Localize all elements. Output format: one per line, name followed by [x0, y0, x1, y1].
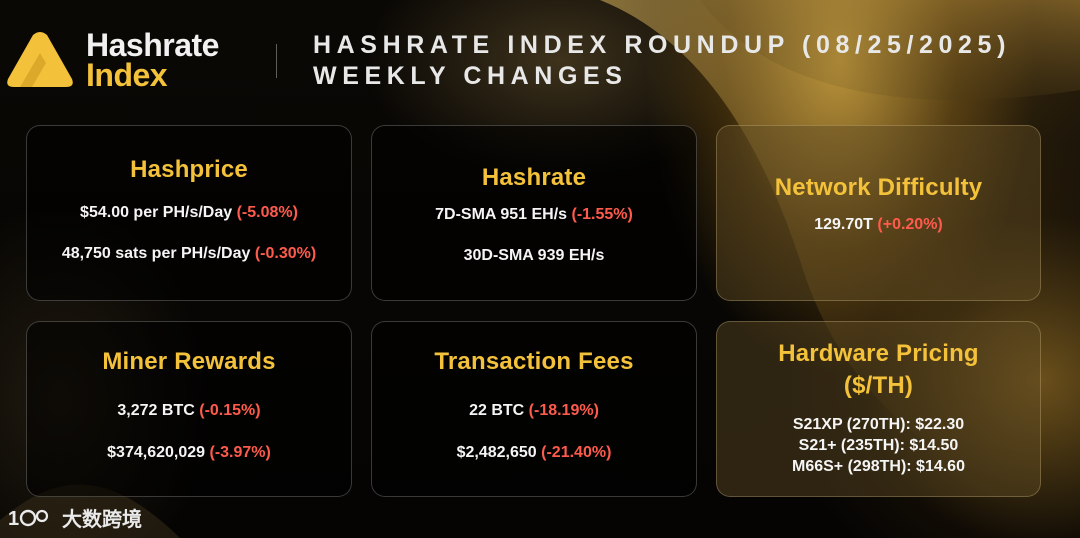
change-badge: (-0.15%)	[199, 402, 261, 419]
card-title: Network Difficulty	[774, 174, 983, 201]
value-text: $54.00 per PH/s/Day	[80, 204, 233, 221]
svg-text:1: 1	[8, 508, 19, 530]
hardware-item: S21+ (235TH): $14.50	[798, 437, 959, 454]
hashrate-30d-sma: 30D-SMA 939 EH/s	[372, 247, 696, 265]
watermark-logo-icon: 1	[8, 508, 49, 530]
value-text: 48,750 sats per PH/s/Day	[61, 245, 251, 262]
transaction-fees-card: Transaction Fees 22 BTC (-18.19%) $2,482…	[371, 321, 697, 497]
watermark: 1 大数跨境	[8, 503, 142, 532]
card-title: Miner Rewards	[102, 348, 276, 375]
card-title: Hashprice	[130, 156, 248, 183]
change-badge: (-21.40%)	[541, 444, 612, 461]
fees-usd: $2,482,650 (-21.40%)	[372, 444, 696, 462]
miner-rewards-usd: $374,620,029 (-3.97%)	[27, 444, 351, 462]
card-title: Hardware Pricing	[778, 340, 979, 367]
header-divider	[276, 44, 277, 78]
hashprice-sats: 48,750 sats per PH/s/Day (-0.30%)	[27, 245, 351, 263]
change-badge: (-3.97%)	[209, 444, 271, 461]
change-badge: (+0.20%)	[877, 216, 943, 233]
brand-name-line1: Hashrate	[86, 27, 219, 63]
watermark-text: 大数跨境	[62, 509, 142, 531]
brand-logo: Hashrate Index	[6, 27, 219, 93]
card-title-unit: ($/TH)	[843, 372, 914, 399]
miner-rewards-btc: 3,272 BTC (-0.15%)	[27, 402, 351, 420]
page-subtitle: WEEKLY CHANGES	[313, 62, 628, 90]
value-text: 22 BTC	[469, 402, 525, 419]
network-difficulty-card: Network Difficulty 129.70T (+0.20%)	[716, 125, 1041, 301]
hashprice-usd: $54.00 per PH/s/Day (-5.08%)	[27, 204, 351, 222]
value-text: $374,620,029	[107, 444, 206, 461]
change-badge: (-18.19%)	[528, 402, 599, 419]
hashrate-7d-sma: 7D-SMA 951 EH/s (-1.55%)	[372, 206, 696, 224]
card-title: Transaction Fees	[434, 348, 634, 375]
value-text: 30D-SMA 939 EH/s	[463, 247, 605, 264]
difficulty-value: 129.70T (+0.20%)	[717, 216, 1040, 234]
hashprice-card: Hashprice $54.00 per PH/s/Day (-5.08%) 4…	[26, 125, 352, 301]
value-text: $2,482,650	[456, 444, 537, 461]
value-text: 129.70T	[814, 216, 873, 233]
hashrate-index-logo-icon	[7, 32, 73, 87]
brand-name-line2: Index	[86, 57, 168, 93]
value-text: 7D-SMA 951 EH/s	[435, 206, 568, 223]
change-badge: (-1.55%)	[571, 206, 633, 223]
page-header: HASHRATE INDEX ROUNDUP (08/25/2025) WEEK…	[313, 30, 1011, 92]
card-title: Hashrate	[481, 164, 587, 191]
fees-btc: 22 BTC (-18.19%)	[372, 402, 696, 420]
hardware-item: M66S+ (298TH): $14.60	[792, 458, 965, 475]
value-text: 3,272 BTC	[117, 402, 195, 419]
change-badge: (-5.08%)	[236, 204, 298, 221]
miner-rewards-card: Miner Rewards 3,272 BTC (-0.15%) $374,62…	[26, 321, 352, 497]
hashrate-card: Hashrate 7D-SMA 951 EH/s (-1.55%) 30D-SM…	[371, 125, 697, 301]
hardware-item: S21XP (270TH): $22.30	[792, 416, 965, 433]
page-title: HASHRATE INDEX ROUNDUP (08/25/2025)	[313, 31, 1011, 59]
hardware-pricing-card: Hardware Pricing ($/TH) S21XP (270TH): $…	[716, 321, 1041, 497]
change-badge: (-0.30%)	[254, 245, 317, 262]
